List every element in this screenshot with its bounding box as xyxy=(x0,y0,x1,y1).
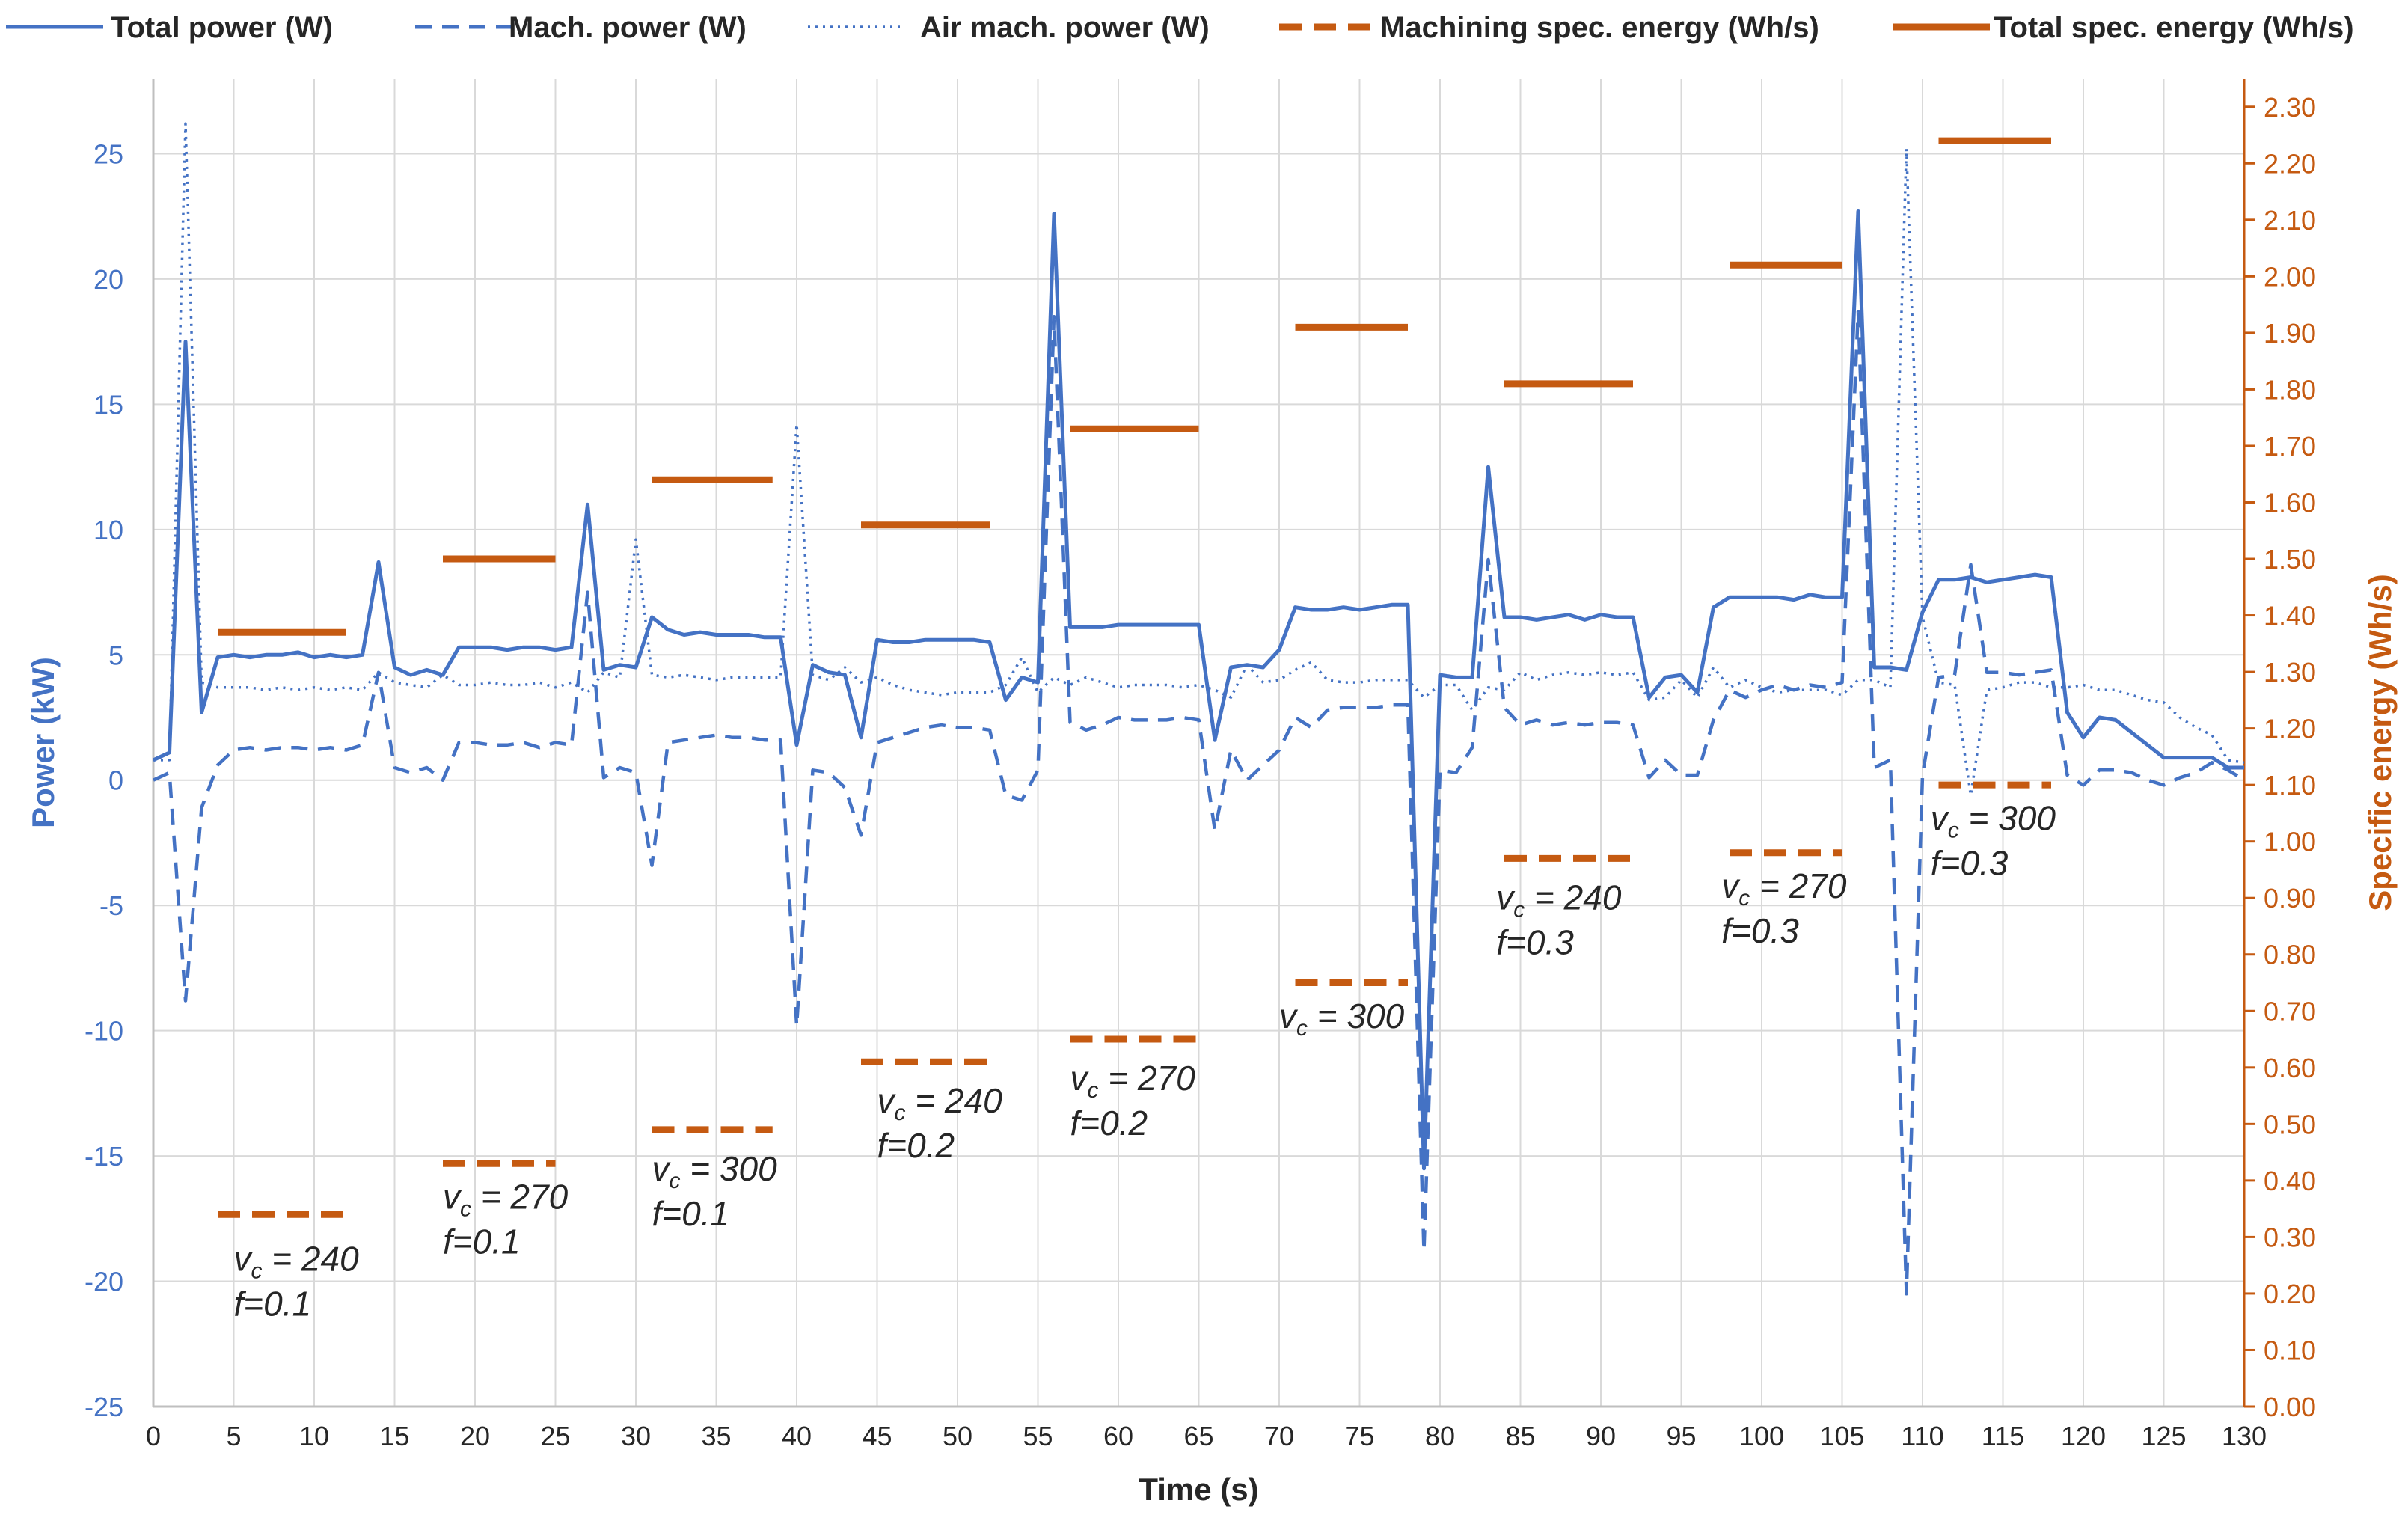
y-right-tick-label: 0.30 xyxy=(2264,1222,2316,1252)
legend-label: Total spec. energy (Wh/s) xyxy=(1994,11,2354,44)
y-left-tick-label: 20 xyxy=(94,264,123,295)
y-left-tick-label: 15 xyxy=(94,389,123,420)
feed-label: f=0.1 xyxy=(443,1223,521,1261)
x-tick-label: 70 xyxy=(1264,1421,1294,1451)
x-tick-label: 50 xyxy=(943,1421,972,1451)
y-right-tick-label: 2.20 xyxy=(2264,148,2316,179)
y-left-tick-label: -5 xyxy=(99,890,123,921)
x-tick-label: 65 xyxy=(1183,1421,1213,1451)
axis-layer: 0 5 10 15 20 25 30 35 40 45 50 55 60 65 70 75 80 85 90 95 10… xyxy=(25,79,2398,1507)
y-left-tick-label: 0 xyxy=(108,765,123,796)
x-tick-label: 75 xyxy=(1344,1421,1374,1451)
y-right-tick-label: 0.70 xyxy=(2264,996,2316,1026)
x-tick-label: 35 xyxy=(701,1421,731,1451)
y-right-tick-label: 1.90 xyxy=(2264,318,2316,349)
x-tick-label: 15 xyxy=(379,1421,409,1451)
y-right-axis-title: Specific energy (Wh/s) xyxy=(2362,574,2398,911)
x-tick-label: 20 xyxy=(460,1421,490,1451)
x-tick-label: 80 xyxy=(1425,1421,1455,1451)
cutting-speed-label: vc = 300 xyxy=(652,1149,778,1193)
y-right-tick-label: 0.50 xyxy=(2264,1109,2316,1139)
x-tick-label: 60 xyxy=(1103,1421,1133,1451)
y-right-tick-label: 0.10 xyxy=(2264,1335,2316,1365)
y-right-tick-label: 1.60 xyxy=(2264,487,2316,518)
y-left-tick-label: -25 xyxy=(85,1392,123,1422)
cutting-speed-label: vc = 300 xyxy=(1931,799,2056,843)
x-axis-title: Time (s) xyxy=(1139,1472,1258,1507)
y-right-tick-label: 0.90 xyxy=(2264,883,2316,914)
legend-label: Air mach. power (W) xyxy=(920,11,1210,44)
cutting-speed-label: vc = 240 xyxy=(1496,878,1622,922)
x-tick-label: 55 xyxy=(1023,1421,1053,1451)
y-right-tick-label: 0.60 xyxy=(2264,1053,2316,1083)
x-tick-label: 0 xyxy=(146,1421,161,1451)
y-left-tick-label: 5 xyxy=(108,640,123,670)
feed-label: f=0.3 xyxy=(1931,844,2009,883)
y-right-tick-label: 1.40 xyxy=(2264,601,2316,631)
feed-label: f=0.1 xyxy=(652,1194,730,1233)
cutting-speed-label: vc = 300 xyxy=(1279,997,1405,1041)
cutting-speed-label: vc = 270 xyxy=(443,1178,569,1222)
series-layer xyxy=(152,122,2246,1296)
x-tick-label: 110 xyxy=(1901,1421,1943,1451)
series-line-solid xyxy=(152,209,2244,1171)
series-line-dashed xyxy=(153,310,2246,1296)
x-tick-label: 5 xyxy=(226,1421,241,1451)
y-right-tick-label: 2.00 xyxy=(2264,261,2316,292)
grid-layer xyxy=(153,79,2245,1407)
x-tick-label: 45 xyxy=(862,1421,892,1451)
y-right-tick-label: 0.20 xyxy=(2264,1279,2316,1309)
y-left-tick-label: 10 xyxy=(94,515,123,545)
legend-label: Total power (W) xyxy=(111,11,333,44)
x-tick-label: 100 xyxy=(1739,1421,1784,1451)
x-tick-label: 130 xyxy=(2222,1421,2267,1451)
x-tick-label: 90 xyxy=(1586,1421,1616,1451)
cutting-speed-label: vc = 270 xyxy=(1070,1059,1196,1103)
y-right-tick-label: 1.30 xyxy=(2264,657,2316,688)
feed-label: f=0.2 xyxy=(877,1126,955,1165)
x-tick-label: 105 xyxy=(1819,1421,1864,1451)
y-left-tick-label: -10 xyxy=(85,1016,123,1047)
x-tick-label: 85 xyxy=(1505,1421,1535,1451)
y-left-tick-label: -20 xyxy=(85,1267,123,1297)
y-right-tick-label: 2.10 xyxy=(2264,205,2316,236)
feed-label: f=0.3 xyxy=(1721,911,1799,950)
legend-label: Machining spec. energy (Wh/s) xyxy=(1380,11,1819,44)
y-left-tick-label: -15 xyxy=(85,1141,123,1172)
legend: Total power (W) Mach. power (W) Air mach. … xyxy=(6,11,2354,44)
x-tick-label: 95 xyxy=(1666,1421,1696,1451)
y-right-tick-label: 1.20 xyxy=(2264,714,2316,744)
feed-label: f=0.3 xyxy=(1496,922,1574,961)
feed-label: f=0.2 xyxy=(1070,1104,1148,1142)
y-right-tick-label: 2.30 xyxy=(2264,92,2316,123)
x-tick-label: 40 xyxy=(782,1421,812,1451)
y-right-tick-label: 1.70 xyxy=(2264,431,2316,462)
y-right-tick-label: 1.00 xyxy=(2264,827,2316,857)
y-right-tick-label: 1.50 xyxy=(2264,544,2316,575)
y-right-tick-label: 0.40 xyxy=(2264,1166,2316,1196)
cutting-speed-label: vc = 240 xyxy=(877,1081,1003,1125)
y-left-axis-title: Power (kW) xyxy=(25,657,61,828)
x-tick-label: 25 xyxy=(540,1421,570,1451)
x-tick-label: 120 xyxy=(2061,1421,2106,1451)
y-right-tick-label: 1.10 xyxy=(2264,770,2316,801)
x-tick-label: 10 xyxy=(299,1421,329,1451)
y-right-tick-label: 0.00 xyxy=(2264,1392,2316,1422)
y-left-tick-label: 25 xyxy=(94,138,123,169)
x-tick-label: 115 xyxy=(1982,1421,2024,1451)
cutting-speed-label: vc = 240 xyxy=(234,1240,360,1284)
x-tick-label: 125 xyxy=(2141,1421,2186,1451)
legend-label: Mach. power (W) xyxy=(509,11,747,44)
y-right-tick-label: 1.80 xyxy=(2264,374,2316,405)
feed-label: f=0.1 xyxy=(234,1285,312,1324)
y-right-tick-label: 0.80 xyxy=(2264,940,2316,970)
x-tick-label: 30 xyxy=(621,1421,651,1451)
cutting-speed-label: vc = 270 xyxy=(1721,866,1847,911)
energy-layer xyxy=(218,137,2051,1218)
